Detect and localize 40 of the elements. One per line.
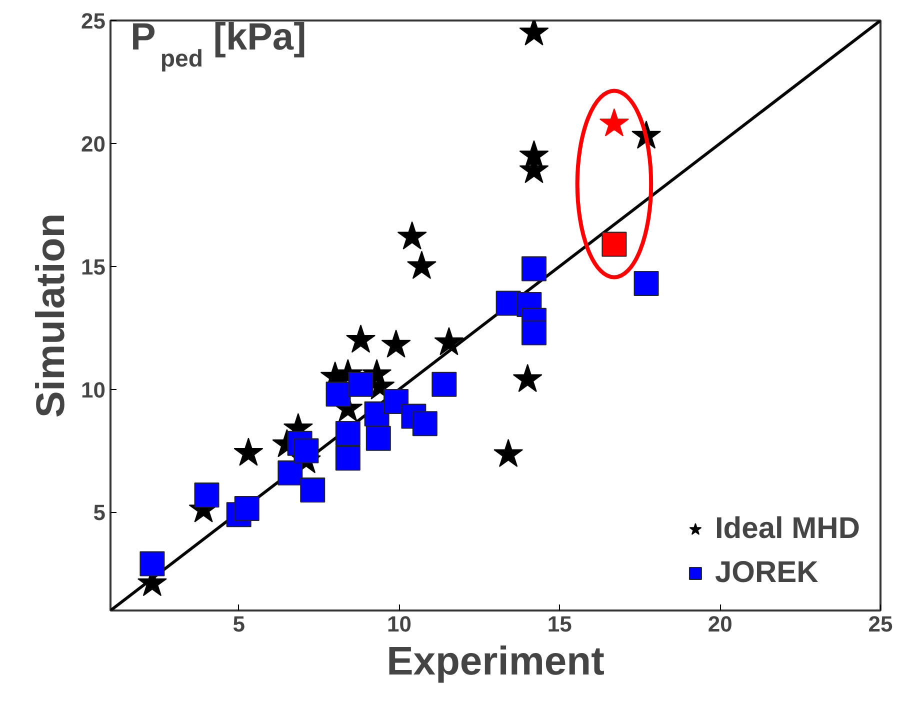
y-tick-label: 10 <box>81 377 106 402</box>
point <box>406 250 436 279</box>
legend-label: JOREK <box>714 556 818 590</box>
x-tick-label: 10 <box>387 612 412 636</box>
y-axis-title: Simulation <box>29 213 74 418</box>
point <box>194 482 220 508</box>
point <box>326 382 351 407</box>
point <box>366 426 391 451</box>
y-tick-label: 20 <box>81 131 106 156</box>
point <box>634 271 659 296</box>
x-tick-label: 25 <box>868 612 893 636</box>
point <box>412 411 438 436</box>
point <box>512 364 542 392</box>
point <box>381 330 411 358</box>
point <box>335 421 360 446</box>
legend-label: Ideal MHD <box>714 512 860 546</box>
point <box>335 446 360 471</box>
point <box>522 256 546 282</box>
point <box>397 221 427 250</box>
x-tick-label: 15 <box>547 612 572 636</box>
point <box>300 478 326 503</box>
point <box>346 324 376 353</box>
point <box>522 320 546 346</box>
point <box>432 372 457 397</box>
x-tick-label: 20 <box>708 612 732 636</box>
point <box>348 372 374 397</box>
point <box>140 551 165 576</box>
point <box>434 327 464 356</box>
y-tick-label: 25 <box>81 8 106 34</box>
x-axis-title: Experiment <box>386 640 604 684</box>
point <box>234 438 264 466</box>
point <box>294 438 319 464</box>
y-tick-label: 15 <box>81 254 106 280</box>
y-tick-label: 5 <box>93 500 106 526</box>
point <box>278 460 303 486</box>
point <box>599 108 629 136</box>
x-tick-label: 5 <box>232 612 245 636</box>
point <box>602 232 627 257</box>
point <box>494 438 524 468</box>
point <box>234 496 260 521</box>
